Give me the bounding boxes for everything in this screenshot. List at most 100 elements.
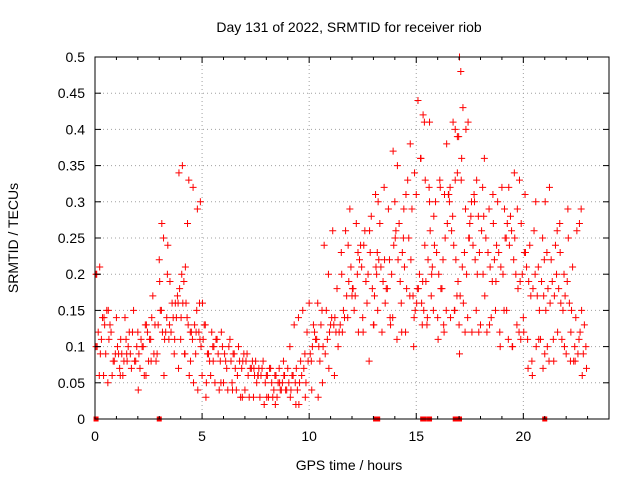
data-point xyxy=(439,256,447,264)
y-axis-title: SRMTID / TECUs xyxy=(5,183,21,293)
data-point xyxy=(496,343,504,351)
x-tick-label: 20 xyxy=(516,428,532,444)
data-point xyxy=(541,350,549,358)
data-point xyxy=(454,277,462,285)
data-point xyxy=(524,364,532,372)
data-point xyxy=(512,270,520,278)
data-point xyxy=(196,335,204,343)
data-point xyxy=(94,328,102,336)
data-point xyxy=(309,321,317,329)
data-point xyxy=(286,343,294,351)
data-point xyxy=(446,183,454,191)
data-point xyxy=(532,343,540,351)
data-point xyxy=(508,227,516,235)
data-point xyxy=(191,321,199,329)
data-point xyxy=(459,104,467,112)
data-point xyxy=(421,241,429,249)
data-point xyxy=(426,118,434,126)
data-point xyxy=(386,314,394,322)
data-point xyxy=(134,386,142,394)
data-point xyxy=(502,234,510,242)
data-point xyxy=(563,277,571,285)
data-point xyxy=(559,306,567,314)
data-point xyxy=(233,372,241,380)
data-point xyxy=(130,306,138,314)
data-point xyxy=(388,270,396,278)
data-point xyxy=(358,263,366,271)
data-point xyxy=(326,328,334,336)
data-point xyxy=(441,234,449,242)
data-point xyxy=(327,321,335,329)
data-point xyxy=(583,364,591,372)
data-point xyxy=(194,386,202,394)
data-point xyxy=(147,335,155,343)
data-point xyxy=(451,176,459,184)
data-point xyxy=(190,379,198,387)
data-point xyxy=(447,314,455,322)
data-point xyxy=(414,96,422,104)
data-point xyxy=(214,350,222,358)
data-point xyxy=(556,248,564,256)
data-point xyxy=(539,234,547,242)
data-point xyxy=(143,328,151,336)
data-point xyxy=(453,133,461,141)
data-point xyxy=(177,335,185,343)
data-point xyxy=(368,285,376,293)
data-point xyxy=(470,191,478,199)
data-point xyxy=(526,241,534,249)
data-point xyxy=(448,227,456,235)
data-point xyxy=(481,292,489,300)
data-point xyxy=(389,147,397,155)
data-point xyxy=(370,292,378,300)
data-point xyxy=(575,220,583,228)
data-point xyxy=(378,328,386,336)
data-point xyxy=(329,227,337,235)
data-point xyxy=(393,335,401,343)
data-point xyxy=(100,314,108,322)
data-point xyxy=(353,270,361,278)
data-point xyxy=(163,270,171,278)
data-point xyxy=(490,256,498,264)
data-point xyxy=(134,328,142,336)
data-point xyxy=(173,292,181,300)
data-point xyxy=(348,285,356,293)
data-point xyxy=(539,364,547,372)
data-point xyxy=(160,234,168,242)
grid-layer xyxy=(95,57,609,419)
data-point xyxy=(479,183,487,191)
data-point xyxy=(511,234,519,242)
data-point xyxy=(355,256,363,264)
data-point xyxy=(535,306,543,314)
data-point xyxy=(479,270,487,278)
data-point xyxy=(464,118,472,126)
data-point xyxy=(551,241,559,249)
data-point xyxy=(417,154,425,162)
y-tick-label: 0 xyxy=(77,411,85,427)
data-point xyxy=(352,220,360,228)
data-point xyxy=(166,321,174,329)
data-point xyxy=(408,205,416,213)
data-point xyxy=(542,306,550,314)
data-point xyxy=(573,227,581,235)
data-point xyxy=(225,343,233,351)
data-point xyxy=(346,205,354,213)
data-point xyxy=(379,277,387,285)
data-point xyxy=(259,357,267,365)
data-point xyxy=(423,314,431,322)
data-point xyxy=(538,277,546,285)
data-point xyxy=(495,248,503,256)
data-point xyxy=(564,205,572,213)
data-point xyxy=(362,277,370,285)
data-point xyxy=(554,328,562,336)
data-point xyxy=(458,263,466,271)
data-point xyxy=(528,372,536,380)
data-point xyxy=(510,256,518,264)
data-point xyxy=(392,227,400,235)
data-point xyxy=(578,306,586,314)
data-point xyxy=(148,314,156,322)
data-point xyxy=(290,321,298,329)
data-point xyxy=(520,328,528,336)
data-point xyxy=(519,314,527,322)
data-point xyxy=(506,212,514,220)
data-point xyxy=(273,393,281,401)
